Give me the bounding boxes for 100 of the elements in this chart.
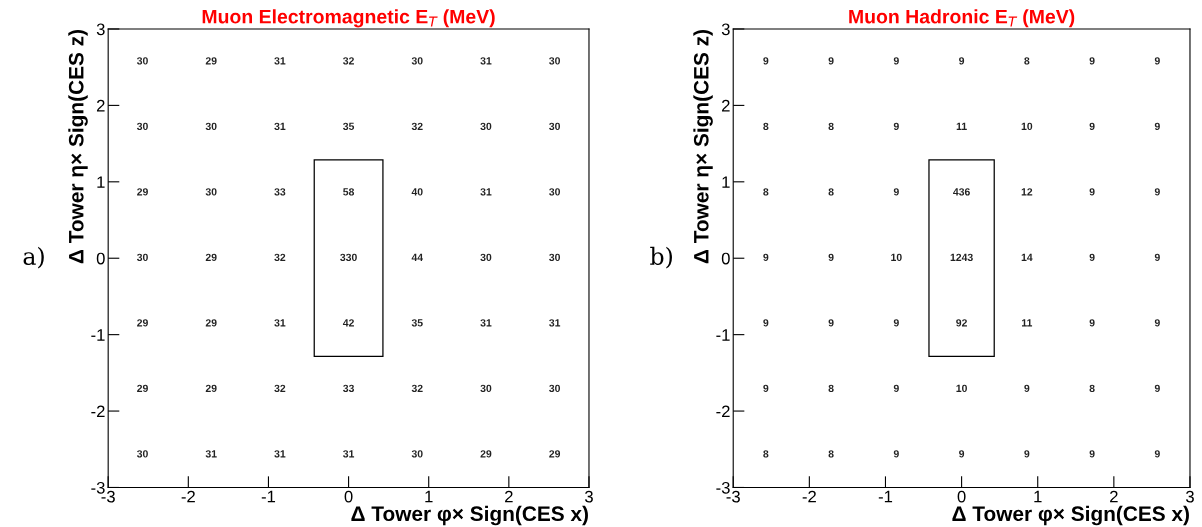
data-label: 29 [205,253,217,262]
data-label: 9 [1154,122,1160,131]
y-tick-label: 2 [96,99,105,112]
data-label: 32 [274,253,286,262]
y-tick-label: 3 [721,23,730,36]
data-label: 9 [893,188,899,196]
data-label: 9 [1154,450,1160,458]
x-tick-label: 0 [957,490,966,503]
y-axis-title: Δ Tower η× Sign(CES z) [68,30,88,264]
data-label: 330 [340,253,357,262]
data-label: 30 [549,57,560,65]
data-label: 436 [953,188,970,196]
x-axis-title: Δ Tower φ× Sign(CES x) [351,505,588,526]
x-axis-title: Δ Tower φ× Sign(CES x) [952,505,1189,526]
data-label: 8 [763,122,769,131]
data-label: 9 [893,450,899,458]
data-label: 29 [549,450,561,458]
data-label: 44 [411,253,423,261]
data-label: 9 [1089,57,1095,65]
data-label: 31 [274,57,286,65]
data-label: 35 [343,122,355,131]
x-tick-label: 2 [1110,490,1118,503]
data-label: 11 [1022,319,1033,327]
data-label: 9 [893,384,899,393]
x-tick-label: 3 [1185,490,1194,503]
y-tick-label: 1 [97,176,105,188]
data-label: 31 [274,450,286,458]
data-label: 31 [549,319,561,327]
data-label: 9 [1154,188,1160,196]
y-tick-label: -1 [91,329,105,341]
chart-title: Muon Electromagnetic E$_{T}$ (MeV) [202,9,495,28]
data-label: 31 [274,122,286,131]
data-label: 9 [828,57,834,65]
data-label: 9 [893,122,899,131]
data-label: 30 [205,122,217,131]
data-label: 30 [549,384,560,393]
data-label: 29 [137,319,148,327]
data-label: 9 [959,450,965,458]
data-label: 29 [205,57,217,65]
data-label: 58 [343,188,355,196]
data-label: 8 [828,188,834,196]
y-tick-label: 3 [96,23,105,36]
data-label: 30 [136,450,148,458]
data-label: 9 [1154,253,1160,262]
data-label: 9 [1154,57,1160,65]
y-tick-label: -2 [716,405,730,418]
x-tick-label: -1 [878,490,893,503]
data-label: 30 [480,122,492,131]
data-label: 14 [1021,253,1033,261]
data-label: 8 [1089,384,1095,393]
data-label: 8 [763,450,769,458]
data-label: 30 [136,57,148,65]
y-tick-label: 0 [721,252,730,265]
data-label: 31 [480,188,492,196]
data-label: 31 [343,450,355,458]
data-label: 9 [1024,384,1030,393]
data-label: 9 [763,253,769,262]
y-tick-label: -1 [716,329,730,341]
x-tick-label: 3 [584,490,593,503]
data-label: 9 [1089,122,1095,131]
text: a) [23,246,44,269]
data-label: 8 [1024,57,1030,65]
data-label: 32 [411,122,423,131]
data-label: 9 [763,57,769,65]
x-tick-label: -1 [261,490,276,503]
data-label: 35 [411,319,423,327]
data-label: 30 [549,253,560,262]
data-label: 10 [956,384,967,393]
data-label: 10 [891,253,902,262]
data-label: 31 [480,319,492,327]
data-label: 9 [1089,188,1095,196]
data-label: 31 [274,319,286,327]
data-label: 30 [549,122,560,131]
data-label: 9 [1154,384,1160,393]
data-label: 9 [828,319,834,327]
data-label: 29 [137,188,148,196]
data-label: 9 [1089,319,1095,327]
data-label: 9 [893,319,899,327]
data-label: 32 [343,57,354,65]
x-tick-label: 1 [425,490,433,503]
y-tick-label: 1 [722,176,730,188]
text: b) [650,246,672,269]
data-label: 42 [342,319,354,327]
data-label: 8 [828,450,834,458]
data-label: 8 [763,188,769,196]
chart-title: Muon Hadronic E$_{T}$ (MeV) [849,9,1075,28]
data-label: 30 [480,384,492,393]
data-label: 9 [1089,253,1095,262]
data-label: 29 [137,384,148,393]
x-tick-label: 2 [505,490,513,503]
data-label: 29 [205,384,217,393]
data-label: 32 [274,384,286,393]
data-label: 30 [411,450,423,458]
data-label: 30 [480,253,492,262]
data-label: 11 [956,122,967,130]
data-label: 92 [956,319,967,327]
data-label: 1243 [950,253,973,262]
data-label: 9 [1089,450,1095,458]
data-label: 9 [959,57,965,65]
data-label: 9 [828,253,834,262]
